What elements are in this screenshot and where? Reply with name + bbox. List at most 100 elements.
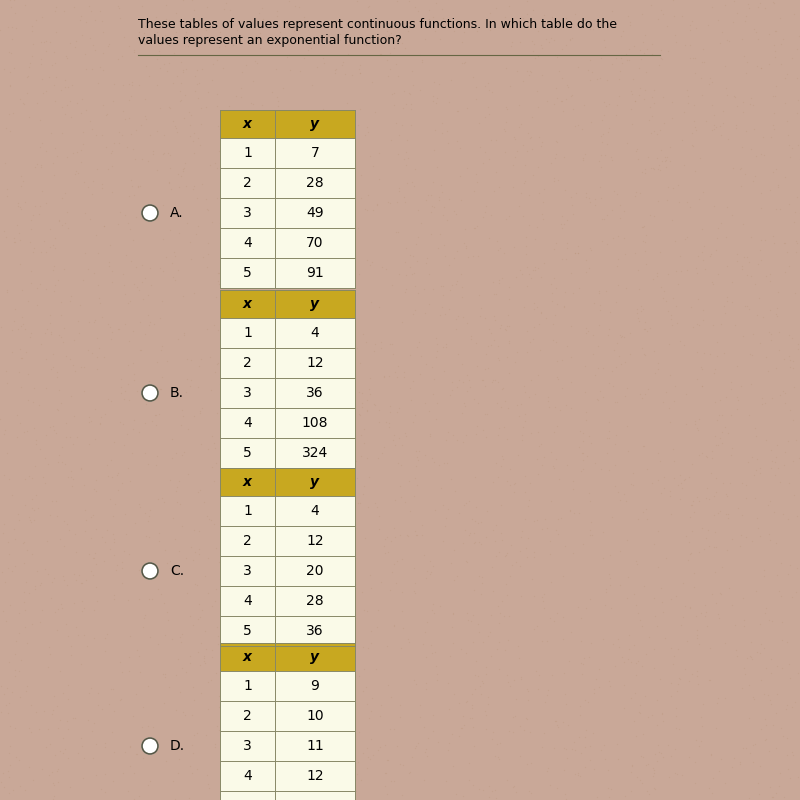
Point <box>52 763 65 776</box>
Point <box>648 643 661 656</box>
Point <box>274 781 287 794</box>
Point <box>702 523 714 536</box>
Point <box>382 29 395 42</box>
Point <box>587 297 600 310</box>
Point <box>114 373 127 386</box>
Point <box>415 55 428 68</box>
Point <box>345 726 358 738</box>
Point <box>234 744 247 757</box>
Point <box>547 243 560 256</box>
Point <box>786 362 799 374</box>
Point <box>507 478 520 490</box>
Point <box>574 746 587 759</box>
Point <box>126 710 139 722</box>
Point <box>245 287 258 300</box>
Point <box>442 137 454 150</box>
Point <box>557 715 570 728</box>
Point <box>402 87 415 100</box>
Bar <box>220 671 355 701</box>
Point <box>538 695 551 708</box>
Point <box>569 744 582 757</box>
Point <box>693 413 706 426</box>
Point <box>254 387 266 400</box>
Point <box>732 394 745 407</box>
Point <box>222 434 235 447</box>
Point <box>187 523 200 536</box>
Point <box>393 182 406 195</box>
Point <box>709 430 722 442</box>
Point <box>766 719 779 732</box>
Point <box>630 307 643 320</box>
Point <box>329 530 342 542</box>
Point <box>174 170 187 182</box>
Point <box>559 93 572 106</box>
Point <box>592 339 605 352</box>
Point <box>337 534 350 547</box>
Point <box>764 304 777 317</box>
Point <box>692 292 705 305</box>
Point <box>255 2 268 14</box>
Point <box>332 639 345 652</box>
Point <box>40 740 53 753</box>
Point <box>782 329 795 342</box>
Point <box>262 401 274 414</box>
Point <box>602 121 615 134</box>
Point <box>286 130 299 143</box>
Point <box>521 0 534 7</box>
Point <box>577 151 590 164</box>
Point <box>104 238 117 251</box>
Point <box>480 530 493 543</box>
Point <box>128 517 141 530</box>
Point <box>524 132 537 145</box>
Point <box>158 496 170 509</box>
Point <box>594 181 606 194</box>
Point <box>187 287 200 300</box>
Point <box>518 470 531 482</box>
Point <box>194 353 207 366</box>
Point <box>22 722 35 734</box>
Point <box>705 749 718 762</box>
Point <box>2 706 14 719</box>
Point <box>638 322 650 335</box>
Point <box>129 123 142 136</box>
Point <box>0 284 13 297</box>
Point <box>234 497 247 510</box>
Point <box>646 38 658 50</box>
Point <box>174 498 186 510</box>
Point <box>391 226 404 238</box>
Point <box>528 297 541 310</box>
Point <box>507 779 520 792</box>
Point <box>773 780 786 793</box>
Point <box>512 121 525 134</box>
Point <box>498 247 510 260</box>
Point <box>609 659 622 672</box>
Point <box>550 282 562 294</box>
Point <box>702 492 715 505</box>
Point <box>758 2 771 14</box>
Point <box>654 144 667 157</box>
Point <box>207 318 220 331</box>
Point <box>18 426 31 438</box>
Text: D.: D. <box>170 739 185 753</box>
Point <box>399 98 412 110</box>
Point <box>187 728 200 741</box>
Point <box>398 195 411 208</box>
Point <box>705 747 718 760</box>
Point <box>514 672 527 685</box>
Point <box>769 45 782 58</box>
Point <box>247 662 260 675</box>
Point <box>622 570 634 583</box>
Point <box>177 0 190 7</box>
Point <box>108 435 121 448</box>
Point <box>489 534 502 547</box>
Point <box>34 616 46 629</box>
Point <box>602 424 615 437</box>
Point <box>27 396 40 409</box>
Point <box>638 348 651 361</box>
Point <box>651 151 664 164</box>
Point <box>276 482 289 494</box>
Point <box>249 380 262 393</box>
Point <box>44 240 57 253</box>
Point <box>750 645 763 658</box>
Point <box>493 635 506 648</box>
